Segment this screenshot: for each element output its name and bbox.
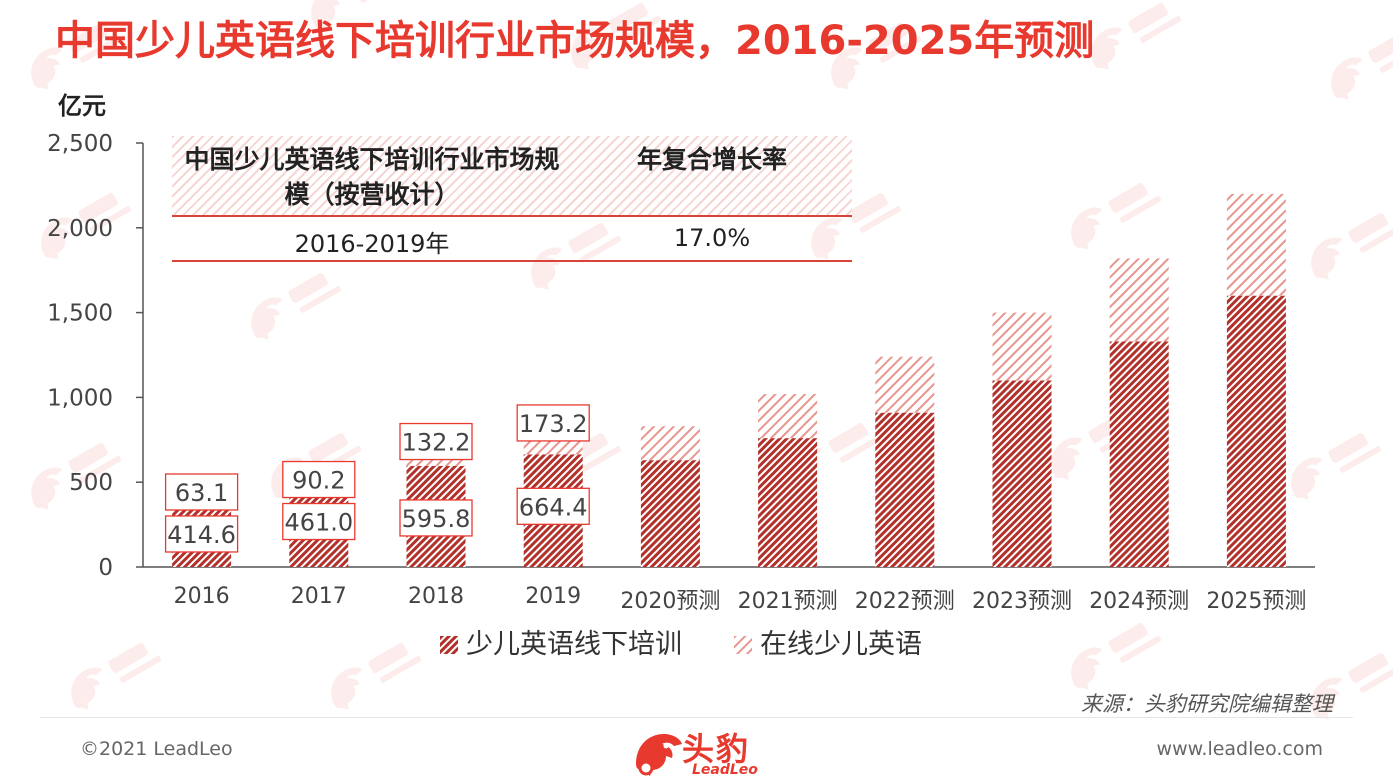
watermark-logo-icon (571, 3, 662, 70)
x-tick-label: 2023预测 (972, 589, 1072, 614)
bar-online (1109, 258, 1169, 342)
data-label-online: 173.2 (519, 410, 588, 438)
watermark-logo-icon (1311, 653, 1393, 720)
data-label-offline: 414.6 (167, 521, 236, 549)
data-label-offline: 664.4 (519, 493, 588, 521)
cagr-period: 2016-2019年 (294, 230, 450, 258)
watermark-logo-icon (251, 273, 342, 340)
footer-divider (40, 717, 1353, 718)
y-tick-label: 500 (69, 470, 113, 496)
source-note: 来源：头豹研究院编辑整理 (1081, 692, 1333, 716)
bar-offline (758, 438, 818, 567)
watermark-logo-icon (311, 0, 402, 30)
data-label-offline-box (164, 515, 239, 553)
data-label-online: 63.1 (175, 479, 228, 507)
watermark-logo-icon (531, 223, 622, 290)
cagr-table-header-bg (172, 136, 852, 216)
bar-online (875, 356, 935, 413)
brand-logo: 头豹 LeadLeo (630, 722, 770, 780)
leopard-logo-icon (636, 734, 682, 776)
watermark-logo-icon (1291, 433, 1382, 500)
data-label-offline: 595.8 (402, 505, 471, 533)
bar-offline (875, 412, 935, 567)
watermark-logo-icon (1091, 3, 1182, 70)
y-tick-label: 0 (98, 555, 113, 581)
watermark-logo-icon (31, 23, 122, 90)
cagr-rate-value: 17.0% (673, 224, 751, 252)
y-tick-label: 2,500 (47, 131, 113, 157)
footer-website: www.leadleo.com (1156, 738, 1323, 760)
legend-label-offline: 少儿英语线下培训 (466, 629, 682, 660)
data-label-online: 132.2 (402, 429, 471, 457)
footer-copyright: ©2021 LeadLeo (80, 738, 233, 760)
data-label-online-box (516, 404, 590, 442)
watermark-logo-icon (1071, 183, 1162, 250)
bar-offline (1109, 341, 1169, 567)
data-label-online: 90.2 (292, 467, 345, 495)
x-tick-label: 2024预测 (1089, 589, 1189, 614)
bar-online (992, 312, 1052, 381)
data-label-online-box (164, 473, 239, 511)
cagr-table: 中国少儿英语线下培训行业市场规模（按营收计） 年复合增长率 2016-2019年… (172, 136, 852, 264)
x-tick-label: 2022预测 (855, 589, 955, 614)
data-label-offline-box (399, 499, 473, 537)
data-label-online-box (399, 422, 473, 461)
watermark-logo-icon (811, 193, 902, 260)
y-tick-label: 2,000 (47, 216, 113, 242)
x-tick-label: 2016 (174, 584, 230, 609)
legend-swatch-offline (440, 636, 458, 654)
x-tick-label: 2021预测 (738, 589, 838, 614)
bar-offline (640, 460, 700, 567)
watermark-logo-icon (71, 643, 162, 710)
x-tick-label: 2019 (525, 584, 581, 609)
cagr-divider-top (172, 215, 852, 217)
chart-data-labels: 63.1 414.6 90.2 461.0 132.2 595.8 173.2 664.4 (164, 404, 590, 553)
watermark-logo-icon (41, 193, 132, 260)
data-label-online-box (282, 460, 356, 499)
brand-name-en: LeadLeo (692, 762, 758, 778)
page-title: 中国少儿英语线下培训行业市场规模，2016-2025年预测 (55, 18, 1095, 64)
watermark-logo-icon (31, 443, 122, 510)
brand-name-cn: 头豹 (682, 730, 751, 768)
data-label-offline-box (516, 487, 590, 525)
x-tick-label: 2018 (408, 584, 464, 609)
bar-offline (1226, 295, 1286, 567)
watermark-logo-icon (1311, 213, 1393, 280)
x-tick-label: 2017 (291, 584, 347, 609)
chart-axes: 0 500 1,000 1,500 2,000 2,500 2016 2017 2018 2019… (47, 131, 1315, 614)
bar-online (758, 394, 818, 439)
y-tick-label: 1,000 (47, 385, 113, 411)
cagr-header-metric: 中国少儿英语线下培训行业市场规模（按营收计） (184, 145, 560, 209)
bar-offline (992, 380, 1052, 567)
watermark-logo-icon (1331, 33, 1393, 100)
watermark-logo-icon (1071, 623, 1162, 690)
bar-online (1226, 193, 1286, 296)
data-label-offline-box (282, 502, 356, 541)
watermark-logo-icon (831, 23, 922, 90)
legend-swatch-online (734, 636, 752, 654)
data-label-offline: 461.0 (284, 509, 353, 537)
cagr-divider-bottom (172, 260, 852, 262)
y-axis-unit: 亿元 (58, 92, 106, 120)
x-tick-label: 2025预测 (1206, 589, 1306, 614)
cagr-header-rate: 年复合增长率 (636, 145, 787, 174)
x-tick-label: 2020预测 (620, 589, 720, 614)
bar-online (640, 426, 700, 461)
watermark-logo-icon (331, 643, 422, 710)
legend-label-online: 在线少儿英语 (760, 629, 922, 660)
y-tick-label: 1,500 (47, 301, 113, 327)
